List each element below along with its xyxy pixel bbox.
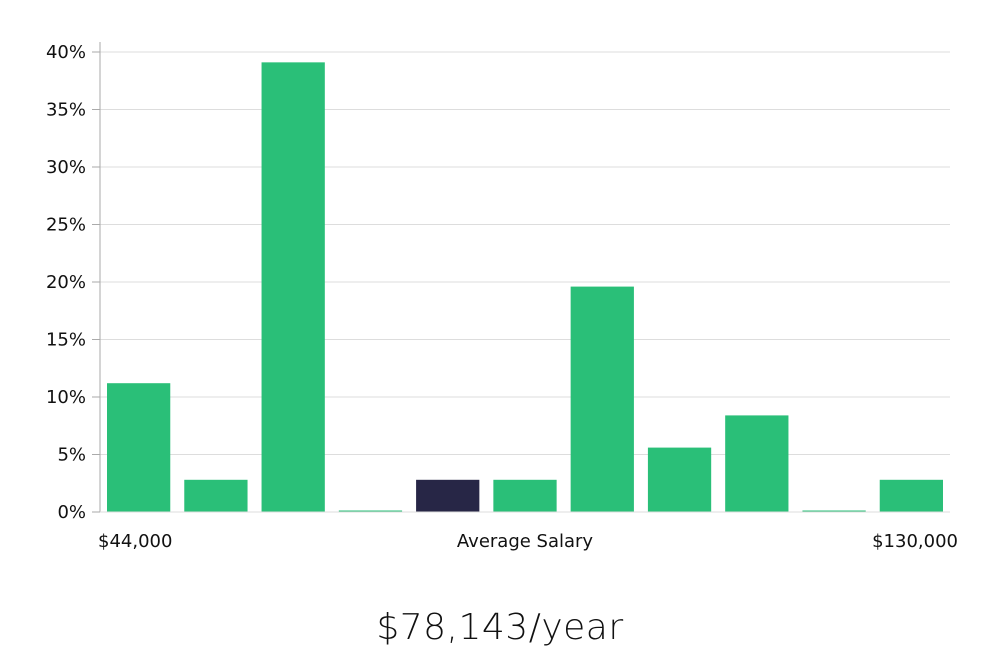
y-tick-label: 25%: [46, 215, 86, 236]
y-tick-label: 30%: [46, 157, 86, 178]
y-tick-label: 10%: [46, 387, 86, 408]
y-tick-label: 5%: [57, 445, 86, 466]
y-tick-label: 35%: [46, 100, 86, 121]
y-tick-label: 15%: [46, 330, 86, 351]
histogram-bar: [879, 479, 943, 512]
y-tick-label: 20%: [46, 272, 86, 293]
histogram-bar: [184, 479, 248, 512]
average-salary-value: $78,143/year: [376, 607, 624, 648]
x-label-max: $130,000: [872, 531, 958, 552]
grid-lines: [100, 51, 950, 513]
y-tick-label: 0%: [57, 502, 86, 523]
histogram-bar: [802, 510, 866, 512]
histogram-bar: [725, 415, 789, 512]
salary-histogram: 0% 5% 10% 15% 20% 25% 30% 35% 40% $44,000 Averag…: [46, 42, 958, 552]
x-label-average-salary: Average Salary: [457, 531, 594, 552]
histogram-bar: [107, 383, 171, 512]
x-label-min: $44,000: [98, 531, 172, 552]
bars: [107, 62, 943, 512]
histogram-svg: 0% 5% 10% 15% 20% 25% 30% 35% 40% $44,000 Averag…: [46, 42, 958, 552]
histogram-bar: [338, 510, 403, 512]
y-axis-ticks: 0% 5% 10% 15% 20% 25% 30% 35% 40%: [46, 42, 100, 523]
histogram-bar: [493, 479, 557, 512]
histogram-bar: [647, 447, 712, 512]
y-tick-label: 40%: [46, 42, 86, 63]
histogram-bar: [261, 62, 325, 512]
histogram-bar-average: [416, 479, 480, 512]
histogram-bar: [570, 286, 634, 512]
